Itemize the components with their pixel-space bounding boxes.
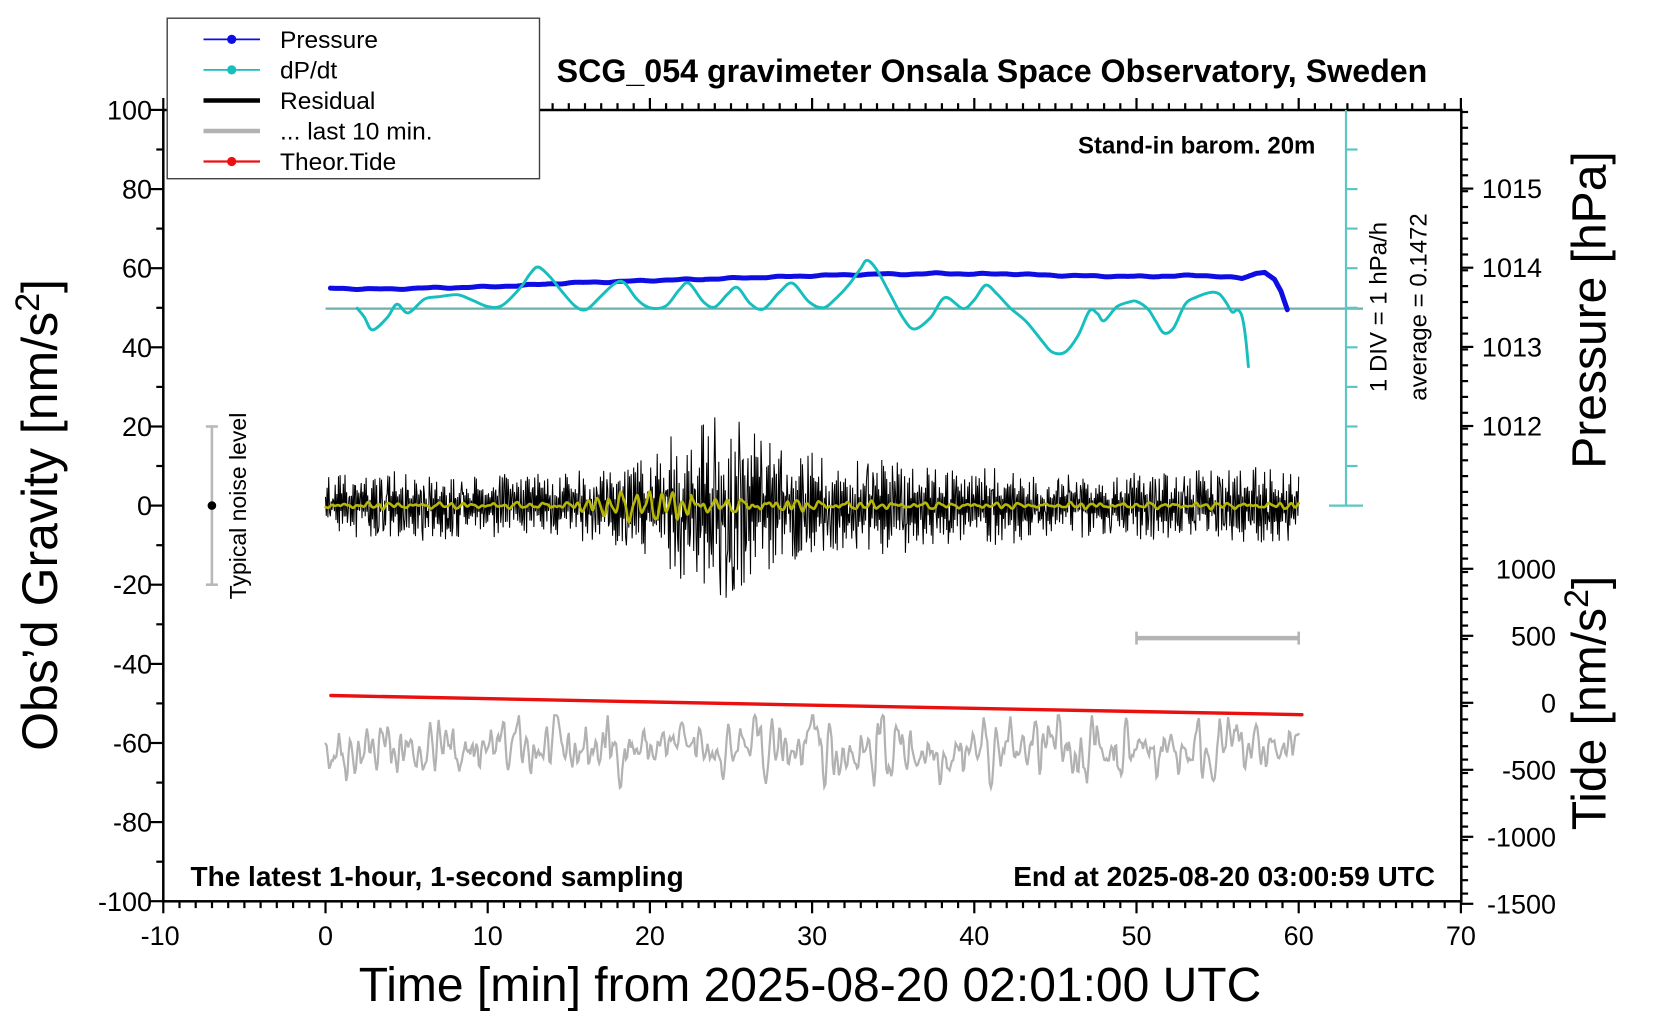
svg-text:40: 40 xyxy=(959,921,989,951)
svg-text:-40: -40 xyxy=(113,649,152,679)
svg-text:1014: 1014 xyxy=(1482,253,1542,283)
svg-text:SCG_054 gravimeter Onsala Spac: SCG_054 gravimeter Onsala Space Observat… xyxy=(557,53,1428,89)
svg-text:-10: -10 xyxy=(141,921,180,951)
svg-text:-20: -20 xyxy=(113,570,152,600)
svg-text:1013: 1013 xyxy=(1482,332,1542,362)
svg-text:The latest 1-hour, 1-second sa: The latest 1-hour, 1-second sampling xyxy=(191,861,684,892)
svg-text:Residual: Residual xyxy=(280,88,375,115)
svg-text:500: 500 xyxy=(1511,621,1556,651)
svg-text:30: 30 xyxy=(797,921,827,951)
svg-text:-500: -500 xyxy=(1502,755,1556,785)
svg-text:-1000: -1000 xyxy=(1487,822,1556,852)
svg-text:... last 10 min.: ... last 10 min. xyxy=(280,119,433,146)
svg-text:20: 20 xyxy=(122,412,152,442)
svg-text:0: 0 xyxy=(1541,688,1556,718)
svg-text:Tide [nm/s2]: Tide [nm/s2] xyxy=(1558,576,1617,831)
svg-text:Obs’d Gravity [nm/s2]: Obs’d Gravity [nm/s2] xyxy=(9,279,68,751)
svg-text:0: 0 xyxy=(137,491,152,521)
svg-text:End at 2025-08-20 03:00:59 UTC: End at 2025-08-20 03:00:59 UTC xyxy=(1013,861,1435,892)
svg-text:Time [min] from 2025-08-20 02:: Time [min] from 2025-08-20 02:01:00 UTC xyxy=(359,959,1262,1012)
svg-text:-80: -80 xyxy=(113,808,152,838)
svg-text:1015: 1015 xyxy=(1482,174,1542,204)
svg-text:1012: 1012 xyxy=(1482,412,1542,442)
svg-text:60: 60 xyxy=(1284,921,1314,951)
svg-text:100: 100 xyxy=(107,95,152,125)
svg-text:-60: -60 xyxy=(113,729,152,759)
svg-text:Typical noise level: Typical noise level xyxy=(225,413,251,600)
svg-text:Theor.Tide: Theor.Tide xyxy=(280,149,396,176)
svg-text:50: 50 xyxy=(1121,921,1151,951)
svg-text:-1500: -1500 xyxy=(1487,889,1556,919)
svg-text:80: 80 xyxy=(122,175,152,205)
svg-text:10: 10 xyxy=(473,921,503,951)
svg-text:20: 20 xyxy=(635,921,665,951)
svg-text:1000: 1000 xyxy=(1496,554,1556,584)
svg-text:Stand-in barom. 20m: Stand-in barom. 20m xyxy=(1078,133,1315,160)
svg-text:1 DIV = 1 hPa/h: 1 DIV = 1 hPa/h xyxy=(1365,222,1392,392)
svg-text:70: 70 xyxy=(1446,921,1476,951)
svg-text:0: 0 xyxy=(318,921,333,951)
svg-text:60: 60 xyxy=(122,254,152,284)
svg-text:Pressure [hPa]: Pressure [hPa] xyxy=(1564,151,1617,468)
svg-text:Pressure: Pressure xyxy=(280,27,378,54)
svg-text:40: 40 xyxy=(122,333,152,363)
svg-text:-100: -100 xyxy=(98,887,152,917)
svg-text:average = 0.1472: average = 0.1472 xyxy=(1405,213,1432,401)
svg-text:dP/dt: dP/dt xyxy=(280,58,337,85)
